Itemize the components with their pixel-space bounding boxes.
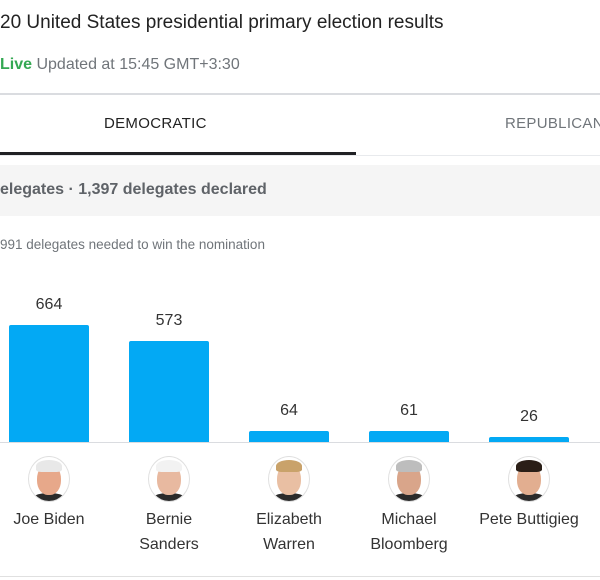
michael-bloomberg-photo-icon (388, 456, 430, 502)
delegates-bar-chart: 664 Joe Biden 573 Bernie Sanders 64 Elizabeth W… (0, 280, 600, 580)
tab-republican[interactable]: REPUBLICAN (505, 115, 600, 132)
bar-4[interactable] (369, 431, 449, 442)
candidate-name-line: Joe Biden (13, 511, 85, 528)
page-title: 20 United States presidential primary el… (0, 12, 444, 33)
candidate-name-line: Pete Buttigieg (479, 511, 579, 528)
candidate-name-line: Bloomberg (370, 536, 448, 553)
candidate-name: Pete Buttigieg (469, 507, 589, 532)
delegates-needed: 991 delegates needed to win the nominati… (0, 237, 265, 252)
bernie-sanders-photo-icon (148, 456, 190, 502)
elizabeth-warren-photo-icon (268, 456, 310, 502)
updated-time: Updated at 15:45 GMT+3:30 (36, 56, 240, 73)
tab-democratic[interactable]: DEMOCRATIC (104, 115, 207, 132)
value-label: 664 (35, 296, 63, 313)
divider (0, 93, 600, 95)
candidate-name: Michael Bloomberg (349, 507, 469, 557)
candidate-name: Bernie Sanders (109, 507, 229, 557)
candidate-name-line: Elizabeth (256, 511, 322, 528)
bar-1[interactable] (9, 325, 89, 442)
value-label: 64 (280, 401, 298, 419)
candidate-name-line: Michael (381, 511, 437, 528)
value-label: 61 (400, 402, 418, 420)
candidate-name-line: Bernie (145, 511, 193, 528)
bar-5[interactable] (489, 437, 569, 442)
divider (0, 155, 600, 156)
live-badge: Live (0, 56, 33, 73)
candidate-name-line: Warren (263, 536, 315, 553)
pete-buttigieg-photo-icon (508, 456, 550, 502)
selected-tab-indicator (0, 152, 356, 155)
divider (0, 576, 600, 577)
value-label: 573 (155, 312, 183, 330)
update-status: Live Updated at 15:45 GMT+3:30 (0, 56, 240, 74)
candidate-name: Elizabeth Warren (229, 507, 349, 557)
delegates-summary: elegates · 1,397 delegates declared (0, 181, 267, 198)
bar-3[interactable] (249, 430, 329, 442)
candidate-name-line: Sanders (139, 536, 199, 553)
bar-2[interactable] (129, 341, 209, 442)
summary-band (0, 165, 600, 216)
candidate-name: Joe Biden (0, 507, 109, 532)
chart-baseline (0, 442, 600, 443)
joe-biden-photo-icon (28, 456, 70, 502)
value-label: 26 (520, 408, 538, 426)
